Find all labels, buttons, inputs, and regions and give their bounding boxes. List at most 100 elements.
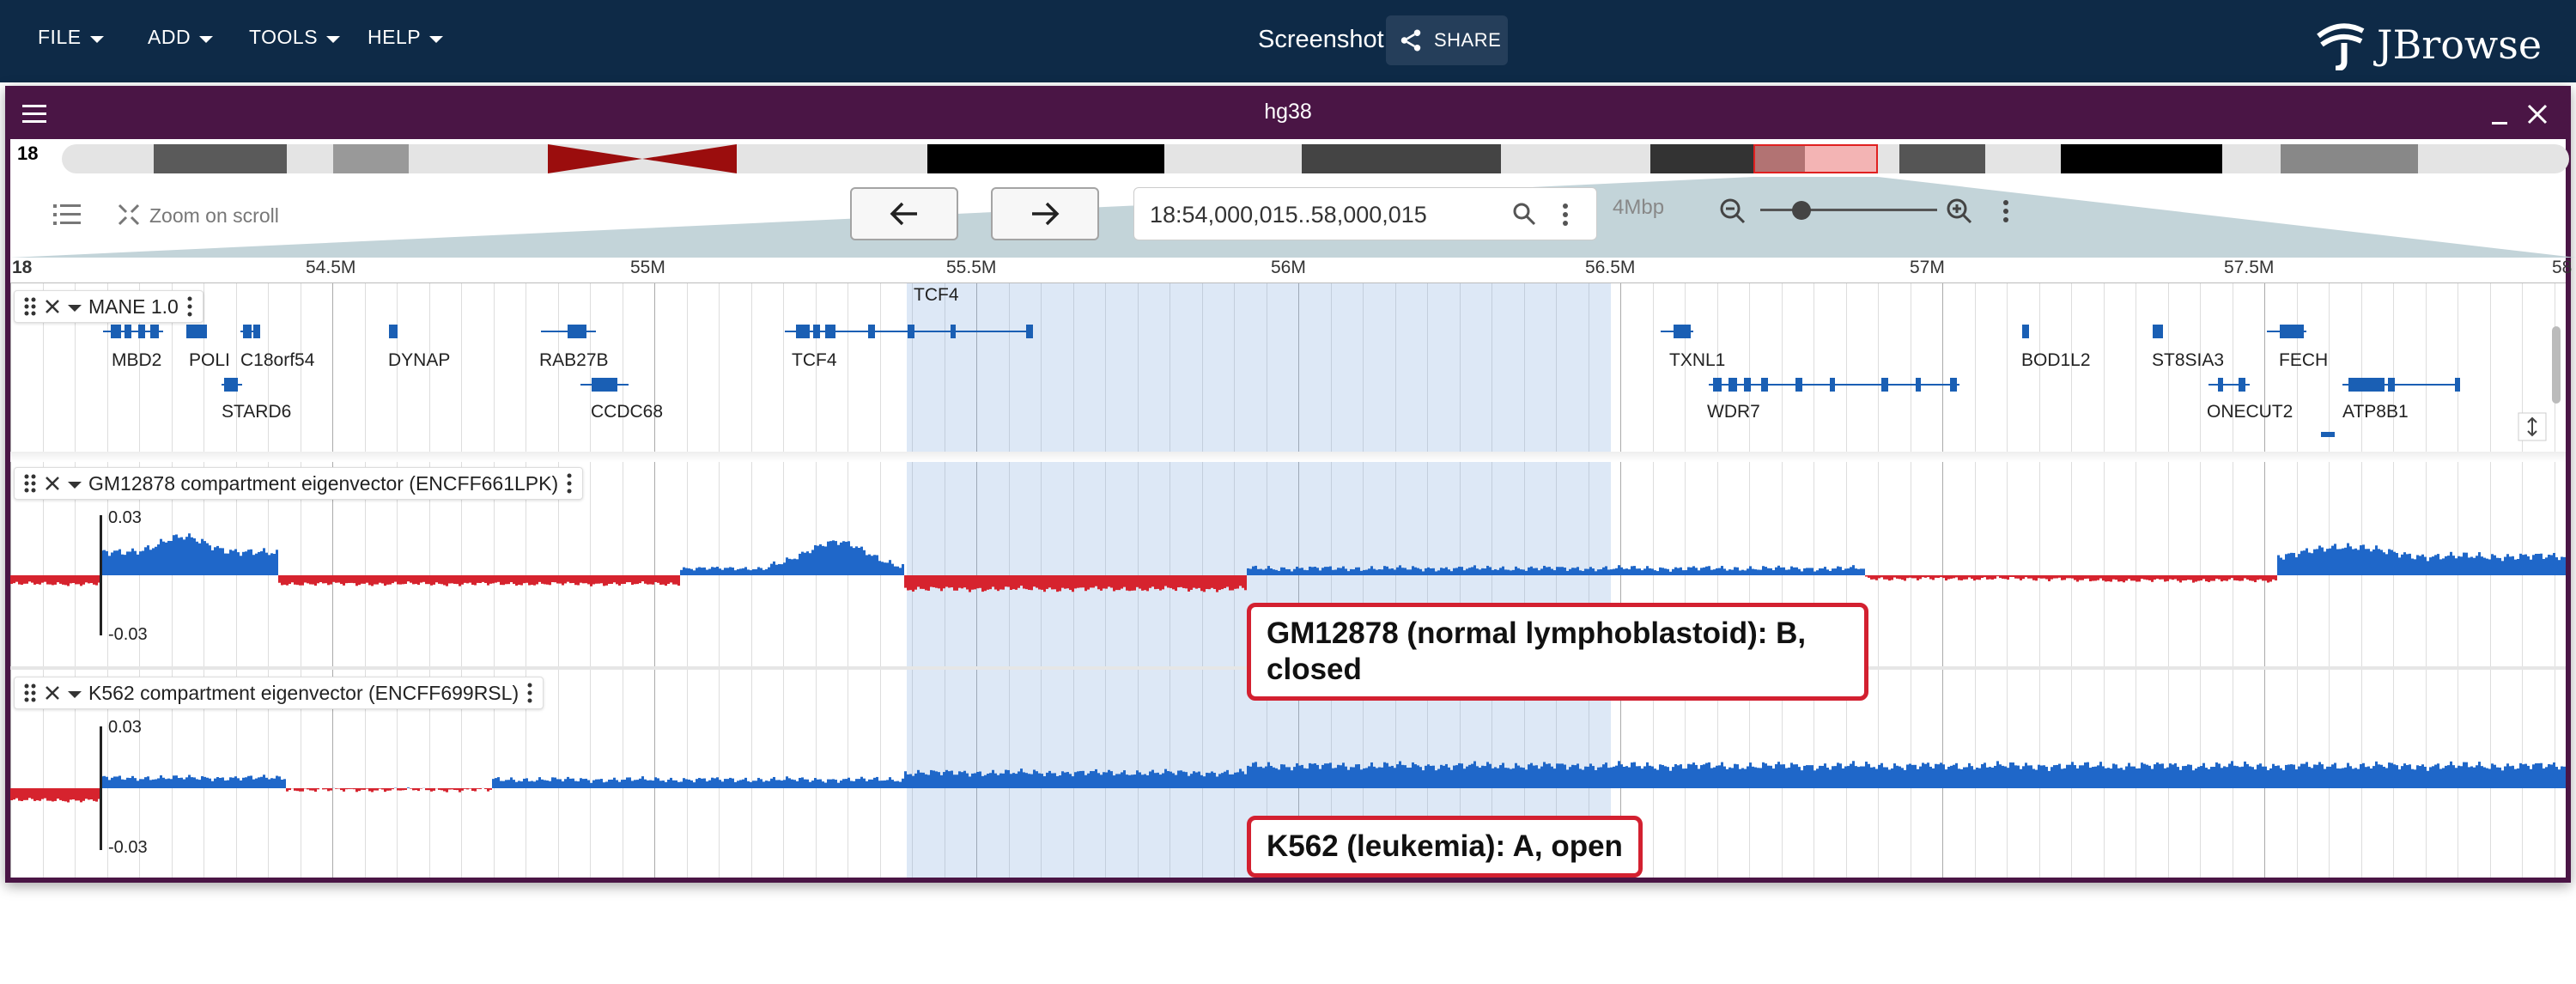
view-options-icon[interactable] — [2001, 197, 2011, 225]
ideogram-band — [1302, 144, 1501, 173]
gene-label[interactable]: ONECUT2 — [2207, 402, 2293, 422]
pan-right-button[interactable] — [991, 187, 1099, 240]
drag-handle-icon[interactable] — [23, 683, 37, 703]
gene-track-scrollbar[interactable] — [2552, 326, 2561, 404]
more-vert-icon[interactable] — [1560, 202, 1571, 228]
zoom-slider-thumb[interactable] — [1791, 201, 1811, 220]
linear-genome-view: hg38 18 Zoom on scroll 18:54,000,015..58… — [5, 86, 2576, 883]
grid-line — [880, 283, 881, 878]
ideogram-band — [333, 144, 409, 173]
gene-label[interactable]: C18orf54 — [240, 350, 315, 370]
hamburger-menu-icon[interactable] — [22, 103, 48, 125]
grid-line — [2039, 283, 2040, 878]
grid-line — [751, 283, 752, 878]
chromosome-label: 18 — [17, 143, 39, 164]
ruler-start-label: 18 — [12, 258, 33, 277]
track-label-mane: MANE 1.0 — [14, 290, 204, 323]
drag-handle-icon[interactable] — [23, 296, 37, 317]
menu-tools[interactable]: TOOLS — [249, 26, 341, 49]
grid-line — [1331, 283, 1332, 878]
grid-line — [2393, 283, 2394, 878]
track-selector-icon[interactable] — [53, 203, 82, 228]
close-track-icon[interactable] — [44, 684, 61, 702]
pan-left-button[interactable] — [850, 187, 958, 240]
gene-label[interactable]: DYNAP — [388, 350, 451, 370]
location-search-input[interactable]: 18:54,000,015..58,000,015 — [1133, 187, 1597, 240]
menu-file-label: FILE — [38, 26, 82, 48]
drag-handle-icon[interactable] — [23, 473, 37, 494]
grid-line — [1685, 283, 1686, 878]
zoom-out-icon[interactable] — [1719, 197, 1747, 225]
chevron-down-icon[interactable] — [68, 482, 82, 489]
jbrowse-logo: JBrowse — [2310, 19, 2542, 70]
resize-height-icon[interactable] — [2518, 412, 2547, 441]
share-button[interactable]: SHARE — [1386, 15, 1508, 65]
track-menu-icon[interactable] — [526, 682, 534, 704]
grid-line — [2007, 283, 2008, 878]
gene-label[interactable]: BOD1L2 — [2021, 350, 2091, 370]
menu-file[interactable]: FILE — [38, 26, 104, 49]
close-track-icon[interactable] — [44, 298, 61, 315]
y-axis-min: -0.03 — [108, 838, 148, 857]
minimize-icon[interactable] — [2490, 106, 2511, 127]
gene-label[interactable]: MBD2 — [112, 350, 162, 370]
gene-label[interactable]: ST8SIA3 — [2152, 350, 2225, 370]
gene-label[interactable]: STARD6 — [222, 402, 292, 422]
ideogram-current-region — [1753, 144, 1878, 173]
track-label-k562: K562 compartment eigenvector (ENCFF699RS… — [14, 677, 544, 709]
close-icon[interactable] — [2526, 103, 2549, 125]
ruler-tick-label: 56.5M — [1585, 258, 1636, 277]
share-label: SHARE — [1434, 29, 1502, 51]
grid-line — [687, 283, 688, 878]
gm12878-wiggle[interactable] — [10, 464, 2566, 666]
gene-label[interactable]: TCF4 — [792, 350, 837, 370]
location-value: 18:54,000,015..58,000,015 — [1150, 202, 1427, 228]
gene-label[interactable]: RAB27B — [539, 350, 609, 370]
close-track-icon[interactable] — [44, 475, 61, 492]
track-name: K562 compartment eigenvector (ENCFF699RS… — [88, 681, 519, 704]
grid-line — [268, 283, 269, 878]
chevron-down-icon[interactable] — [68, 691, 82, 698]
menu-help-label: HELP — [368, 26, 422, 48]
grid-line — [1942, 283, 1943, 878]
gene-glyphs[interactable] — [10, 283, 2566, 455]
gene-label[interactable]: POLI — [189, 350, 230, 370]
track-label-gm12878: GM12878 compartment eigenvector (ENCFF66… — [14, 467, 584, 500]
gm12878-track: 0.03 -0.03 GM12878 compartment eigenvect… — [10, 464, 2566, 666]
gene-label[interactable]: CCDC68 — [591, 402, 664, 422]
track-menu-icon[interactable] — [185, 295, 194, 318]
grid-line — [172, 283, 173, 878]
chevron-down-icon — [199, 35, 214, 43]
track-divider[interactable] — [10, 452, 2566, 462]
session-name[interactable]: Screenshot — [1258, 26, 1384, 53]
grid-line — [1620, 283, 1621, 878]
chevron-down-icon — [326, 35, 341, 43]
grid-line — [2522, 283, 2523, 878]
zoom-in-icon[interactable] — [1946, 197, 1973, 225]
coordinate-ruler[interactable]: 18 54.5M 55M 55.5M 56M 56.5M 57M 57.5M 5… — [10, 258, 2572, 283]
gene-label[interactable]: WDR7 — [1707, 402, 1760, 422]
grid-line — [1556, 283, 1557, 878]
track-menu-icon[interactable] — [565, 472, 574, 495]
ideogram[interactable] — [62, 144, 2569, 173]
chevron-down-icon[interactable] — [68, 305, 82, 312]
gene-label[interactable]: ATP8B1 — [2342, 402, 2409, 422]
grid-line — [2297, 283, 2298, 878]
menu-tools-label: TOOLS — [249, 26, 319, 48]
zoom-on-scroll-label[interactable]: Zoom on scroll — [149, 204, 279, 227]
scale-label: 4Mbp — [1613, 196, 1665, 219]
k562-wiggle[interactable] — [10, 671, 2566, 878]
gene-label[interactable]: TXNL1 — [1669, 350, 1726, 370]
grid-line — [1717, 283, 1718, 878]
grid-line — [1298, 283, 1299, 878]
grid-line — [1782, 283, 1783, 878]
menu-help[interactable]: HELP — [368, 26, 444, 49]
ruler-tick-label: 56M — [1271, 258, 1306, 277]
zoom-slider[interactable] — [1760, 197, 1937, 223]
gene-label[interactable]: FECH — [2279, 350, 2329, 370]
search-icon[interactable] — [1512, 202, 1536, 226]
zoom-on-scroll-icon[interactable] — [117, 203, 141, 227]
grid-line — [1395, 283, 1396, 878]
menu-add[interactable]: ADD — [148, 26, 214, 49]
menu-add-label: ADD — [148, 26, 191, 48]
